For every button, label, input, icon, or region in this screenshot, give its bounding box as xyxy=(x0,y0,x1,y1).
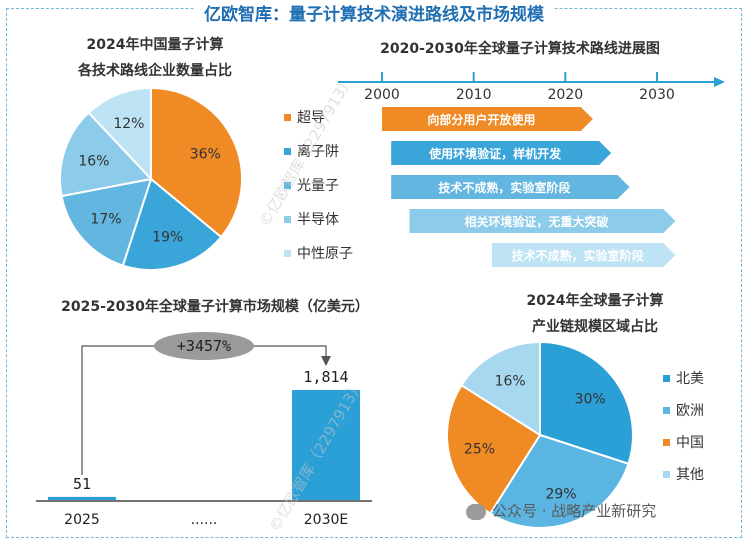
pie_tech-legend-item-4: 中性原子 xyxy=(284,243,353,263)
pie_region-legend-label-0: 北美 xyxy=(676,371,704,387)
pie_region-slice-1 xyxy=(488,433,630,529)
market-category-label-0: 2025 xyxy=(64,512,100,528)
market-bar-0 xyxy=(48,496,116,500)
market-category-label-1: 2030E xyxy=(304,512,348,528)
market-gap-label: ...... xyxy=(191,512,218,528)
pie_region-label-3: 16% xyxy=(495,374,526,390)
pie_tech-legend-swatch-0 xyxy=(284,113,291,121)
timeline-bar-3 xyxy=(409,209,676,233)
timeline-bar-label-3: 相关环境验证，无重大突破 xyxy=(464,214,608,229)
timeline-bar-label-4: 技术不成熟，实验室阶段 xyxy=(512,248,645,263)
timeline-bar-1 xyxy=(391,141,612,165)
pie_tech-legend-item-3: 半导体 xyxy=(284,209,339,229)
pie_region-legend-item-2: 中国 xyxy=(663,432,704,452)
pie_tech-label-1: 19% xyxy=(152,230,183,246)
pie_region-legend-item-3: 其他 xyxy=(663,464,704,484)
timeline-bar-0 xyxy=(382,107,593,131)
footer-brand: 公众号 · 战略产业新研究 xyxy=(466,500,656,521)
market-growth-arrow xyxy=(321,356,331,366)
pie_tech-slice-0 xyxy=(150,86,243,239)
pie_tech-slice-3 xyxy=(59,111,153,198)
market-title: 2025-2030年全球量子计算市场规模（亿美元） xyxy=(61,299,369,315)
pie_region-legend-item-1: 欧洲 xyxy=(663,400,704,420)
wechat-icon xyxy=(466,503,486,520)
market-value-label-1: 1,814 xyxy=(303,368,348,386)
pie_tech-legend-swatch-1 xyxy=(284,147,291,155)
timeline-bar-4 xyxy=(492,243,676,267)
pie_tech-slice-4 xyxy=(87,86,152,182)
timeline-tick-label-2: 2020 xyxy=(548,87,584,103)
pie_region-slice-3 xyxy=(460,340,541,437)
pie_tech-slice-1 xyxy=(121,177,223,271)
timeline-axis-arrow xyxy=(714,77,725,87)
pie_region-legend-label-2: 中国 xyxy=(676,435,704,451)
market-value-label-0: 51 xyxy=(73,475,91,493)
pie_tech-label-0: 36% xyxy=(190,146,221,162)
pie_region-label-2: 25% xyxy=(464,442,495,458)
timeline-title: 2020-2030年全球量子计算技术路线进展图 xyxy=(380,41,660,57)
pie_region-legend-swatch-1 xyxy=(663,406,670,414)
market-growth-label: +3457% xyxy=(177,337,231,355)
footer-text: 公众号 · 战略产业新研究 xyxy=(492,502,657,520)
pie_tech-legend-item-2: 光量子 xyxy=(284,175,339,195)
pie_tech-label-4: 12% xyxy=(113,116,144,132)
pie_region-slice-0 xyxy=(539,340,634,465)
market-bar-1 xyxy=(292,390,360,500)
timeline-bar-2 xyxy=(391,175,630,199)
pie_tech-legend-item-1: 离子阱 xyxy=(284,141,339,161)
pie_region-label-1: 29% xyxy=(545,486,576,502)
pie-tech-title-line2: 各技术路线企业数量占比 xyxy=(78,63,232,79)
pie_region-legend-swatch-2 xyxy=(663,438,670,446)
pie_region-legend-swatch-3 xyxy=(663,470,670,478)
pie-tech-title-line1: 2024年中国量子计算 xyxy=(86,37,224,53)
pie_region-legend-label-1: 欧洲 xyxy=(676,403,704,419)
pie_tech-legend-swatch-3 xyxy=(284,215,291,223)
timeline-bar-label-2: 技术不成熟，实验室阶段 xyxy=(438,180,571,195)
pie_region-legend-label-3: 其他 xyxy=(676,467,704,483)
pie-region-title-line1: 2024年全球量子计算 xyxy=(526,293,664,309)
timeline-tick-label-3: 2030 xyxy=(639,87,675,103)
pie_tech-label-3: 16% xyxy=(78,153,109,169)
pie-region-title-line2: 产业链规模区域占比 xyxy=(532,319,658,335)
pie_region-legend-item-0: 北美 xyxy=(663,368,704,388)
pie_tech-legend-label-4: 中性原子 xyxy=(297,246,353,262)
market-growth-badge xyxy=(154,332,254,360)
pie_tech-legend-item-0: 超导 xyxy=(284,107,325,127)
pie_region-label-0: 30% xyxy=(575,392,606,408)
timeline-tick-label-0: 2000 xyxy=(364,87,400,103)
pie_tech-legend-swatch-4 xyxy=(284,249,291,257)
pie_tech-slice-2 xyxy=(60,177,153,267)
pie_tech-legend-label-2: 光量子 xyxy=(297,178,339,194)
timeline-bar-label-0: 向部分用户开放使用 xyxy=(427,112,535,127)
page-title: 亿欧智库：量子计算技术演进路线及市场规模 xyxy=(0,0,748,25)
pie_tech-legend-label-1: 离子阱 xyxy=(297,144,339,160)
timeline-tick-label-1: 2010 xyxy=(456,87,492,103)
pie_tech-legend-label-0: 超导 xyxy=(297,110,325,126)
pie_tech-label-2: 17% xyxy=(90,212,121,228)
pie_tech-legend-label-3: 半导体 xyxy=(297,212,339,228)
pie_region-legend-swatch-0 xyxy=(663,374,670,382)
timeline-bar-label-1: 使用环境验证，样机开发 xyxy=(428,146,562,161)
pie_tech-legend-swatch-2 xyxy=(284,181,291,189)
